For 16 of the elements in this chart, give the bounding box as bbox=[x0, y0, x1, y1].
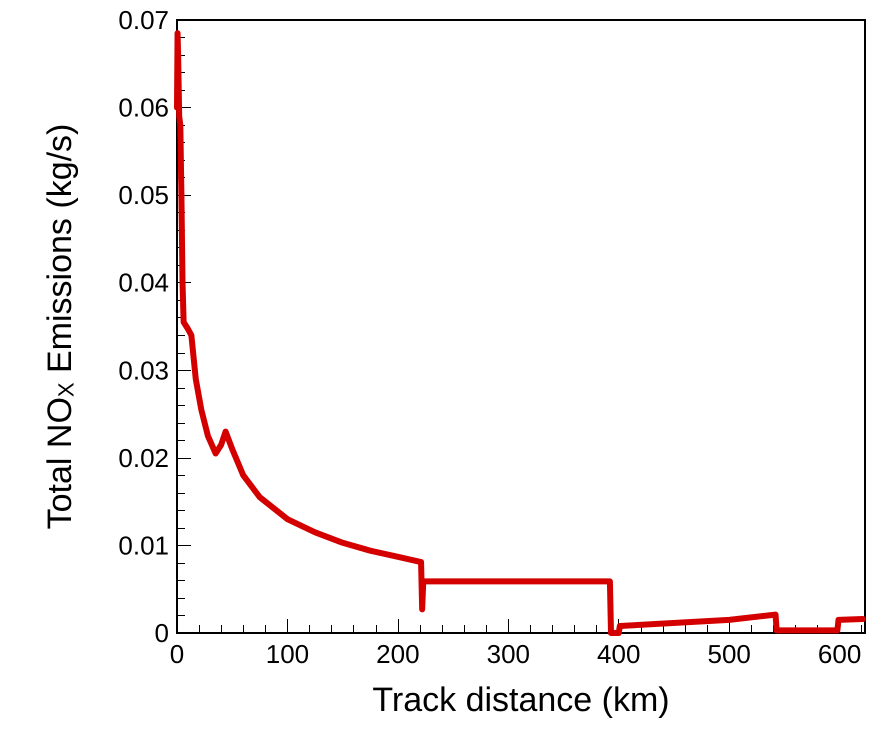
y-tick-label: 0.01 bbox=[118, 530, 169, 560]
x-axis-title: Track distance (km) bbox=[372, 681, 670, 719]
x-tick-label: 200 bbox=[376, 639, 420, 669]
x-tick-label: 400 bbox=[597, 639, 640, 669]
y-tick-label: 0.02 bbox=[118, 442, 169, 473]
y-tick-label: 0 bbox=[154, 618, 169, 648]
x-tick-label: 300 bbox=[486, 639, 530, 669]
x-tick-label: 100 bbox=[266, 639, 310, 669]
x-tick-label: 500 bbox=[707, 639, 751, 669]
y-axis-title: Total NOX Emissions (kg/s) bbox=[41, 124, 79, 530]
y-tick-label: 0.06 bbox=[118, 92, 169, 123]
y-tick-label: 0.07 bbox=[118, 5, 169, 35]
y-tick-label: 0.03 bbox=[118, 355, 169, 386]
y-tick-label: 0.04 bbox=[118, 268, 169, 298]
x-tick-label: 600 bbox=[818, 639, 862, 669]
y-tick-label: 0.05 bbox=[118, 180, 169, 210]
